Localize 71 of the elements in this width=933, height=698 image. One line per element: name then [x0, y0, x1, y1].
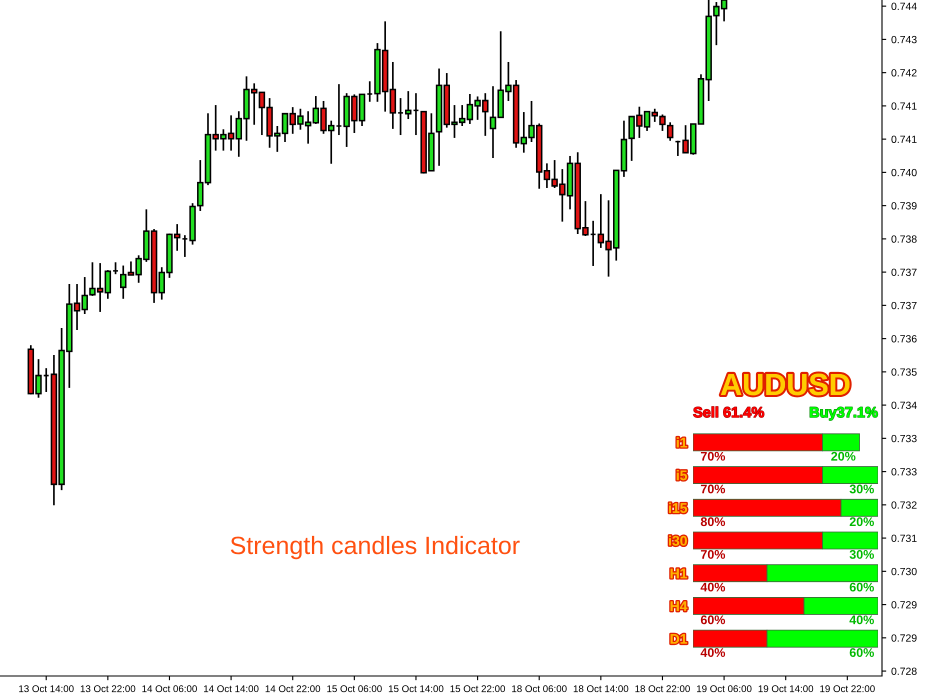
annotation: Sell 61.4% [693, 406, 764, 418]
candlestick [182, 234, 188, 258]
y-tick-label: D1 [670, 634, 688, 644]
data-label: 70% [700, 452, 726, 461]
data-label: 60% [700, 615, 726, 624]
y-tick-label: 0.740 [891, 168, 917, 176]
y-tick-label: 0.742 [891, 69, 917, 77]
x-tick-label: 19 Oct 14:00 [758, 685, 814, 692]
data-label: 60% [850, 648, 874, 657]
x-tick-label: 19 Oct 06:00 [696, 685, 752, 692]
y-tick-label: i5 [676, 470, 688, 480]
y-tick-label: 0.737 [891, 302, 917, 310]
y-tick-label: H4 [670, 601, 688, 611]
y-tick-label: 0.735 [891, 368, 917, 376]
y-tick-label: i1 [676, 437, 688, 448]
x-tick-label: 18 Oct 14:00 [574, 685, 628, 692]
candlestick [666, 121, 674, 142]
y-tick-label: i15 [669, 502, 688, 513]
y-tick-label: 0.738 [891, 235, 917, 243]
chart-title: AUDUSD [720, 374, 850, 396]
x-tick-label: 14 Oct 14:00 [204, 685, 259, 692]
y-tick-label: 0.729 [891, 601, 917, 608]
candlestick [674, 140, 682, 157]
x-tick-label: 18 Oct 22:00 [635, 685, 690, 692]
candlestick [590, 220, 596, 267]
x-tick-label: 13 Oct 14:00 [19, 685, 74, 692]
y-tick-label: 0.728 [891, 668, 917, 675]
y-tick-label: 0.729 [891, 634, 917, 642]
x-tick-label: 14 Oct 22:00 [266, 685, 320, 692]
y-tick-label: 0.734 [891, 402, 917, 409]
data-label: 20% [831, 452, 856, 461]
y-tick-label: 0.733 [891, 468, 917, 476]
y-tick-label: 0.737 [891, 268, 917, 276]
y-tick-label: 0.732 [891, 501, 917, 509]
data-label: 30% [850, 550, 874, 559]
data-label: 70% [700, 484, 726, 494]
x-tick-label: 15 Oct 06:00 [327, 685, 382, 692]
y-tick-label: 0.730 [891, 568, 917, 576]
candlestick [405, 90, 412, 120]
x-tick-label: 14 Oct 06:00 [142, 685, 197, 692]
candlestick [42, 367, 50, 393]
y-tick-label: 0.731 [891, 534, 917, 542]
x-tick-label: 15 Oct 22:00 [450, 685, 506, 692]
y-tick-label: 0.741 [891, 136, 917, 144]
candlestick [397, 97, 404, 136]
y-tick-label: H1 [670, 568, 688, 578]
data-label: 40% [700, 582, 726, 592]
data-label: 60% [850, 582, 874, 592]
y-tick-label: 0.743 [891, 36, 917, 44]
x-tick-label: 13 Oct 22:00 [80, 685, 136, 692]
x-tick-label: 18 Oct 06:00 [512, 685, 567, 692]
data-label: 40% [700, 648, 726, 657]
y-tick-label: 0.733 [891, 434, 917, 442]
annotation: Strength candles Indicator [230, 536, 520, 560]
data-label: 70% [700, 550, 726, 559]
x-tick-label: 19 Oct 22:00 [820, 685, 875, 692]
y-tick-label: 0.744 [891, 2, 917, 10]
data-label: 40% [849, 615, 874, 624]
y-tick-label: 0.741 [891, 102, 917, 110]
candlestick [112, 261, 119, 276]
data-label: 80% [700, 517, 726, 526]
data-label: 20% [850, 517, 874, 526]
candlestick [336, 83, 342, 136]
x-tick-label: 15 Oct 14:00 [388, 685, 444, 692]
data-label: 30% [850, 484, 874, 494]
y-tick-label: 0.739 [891, 202, 917, 210]
annotation: Buy37.1% [810, 407, 878, 420]
candlestick [366, 80, 373, 103]
candlestick [412, 92, 420, 136]
y-tick-label: 0.736 [891, 335, 917, 342]
y-tick-label: i30 [669, 535, 687, 546]
